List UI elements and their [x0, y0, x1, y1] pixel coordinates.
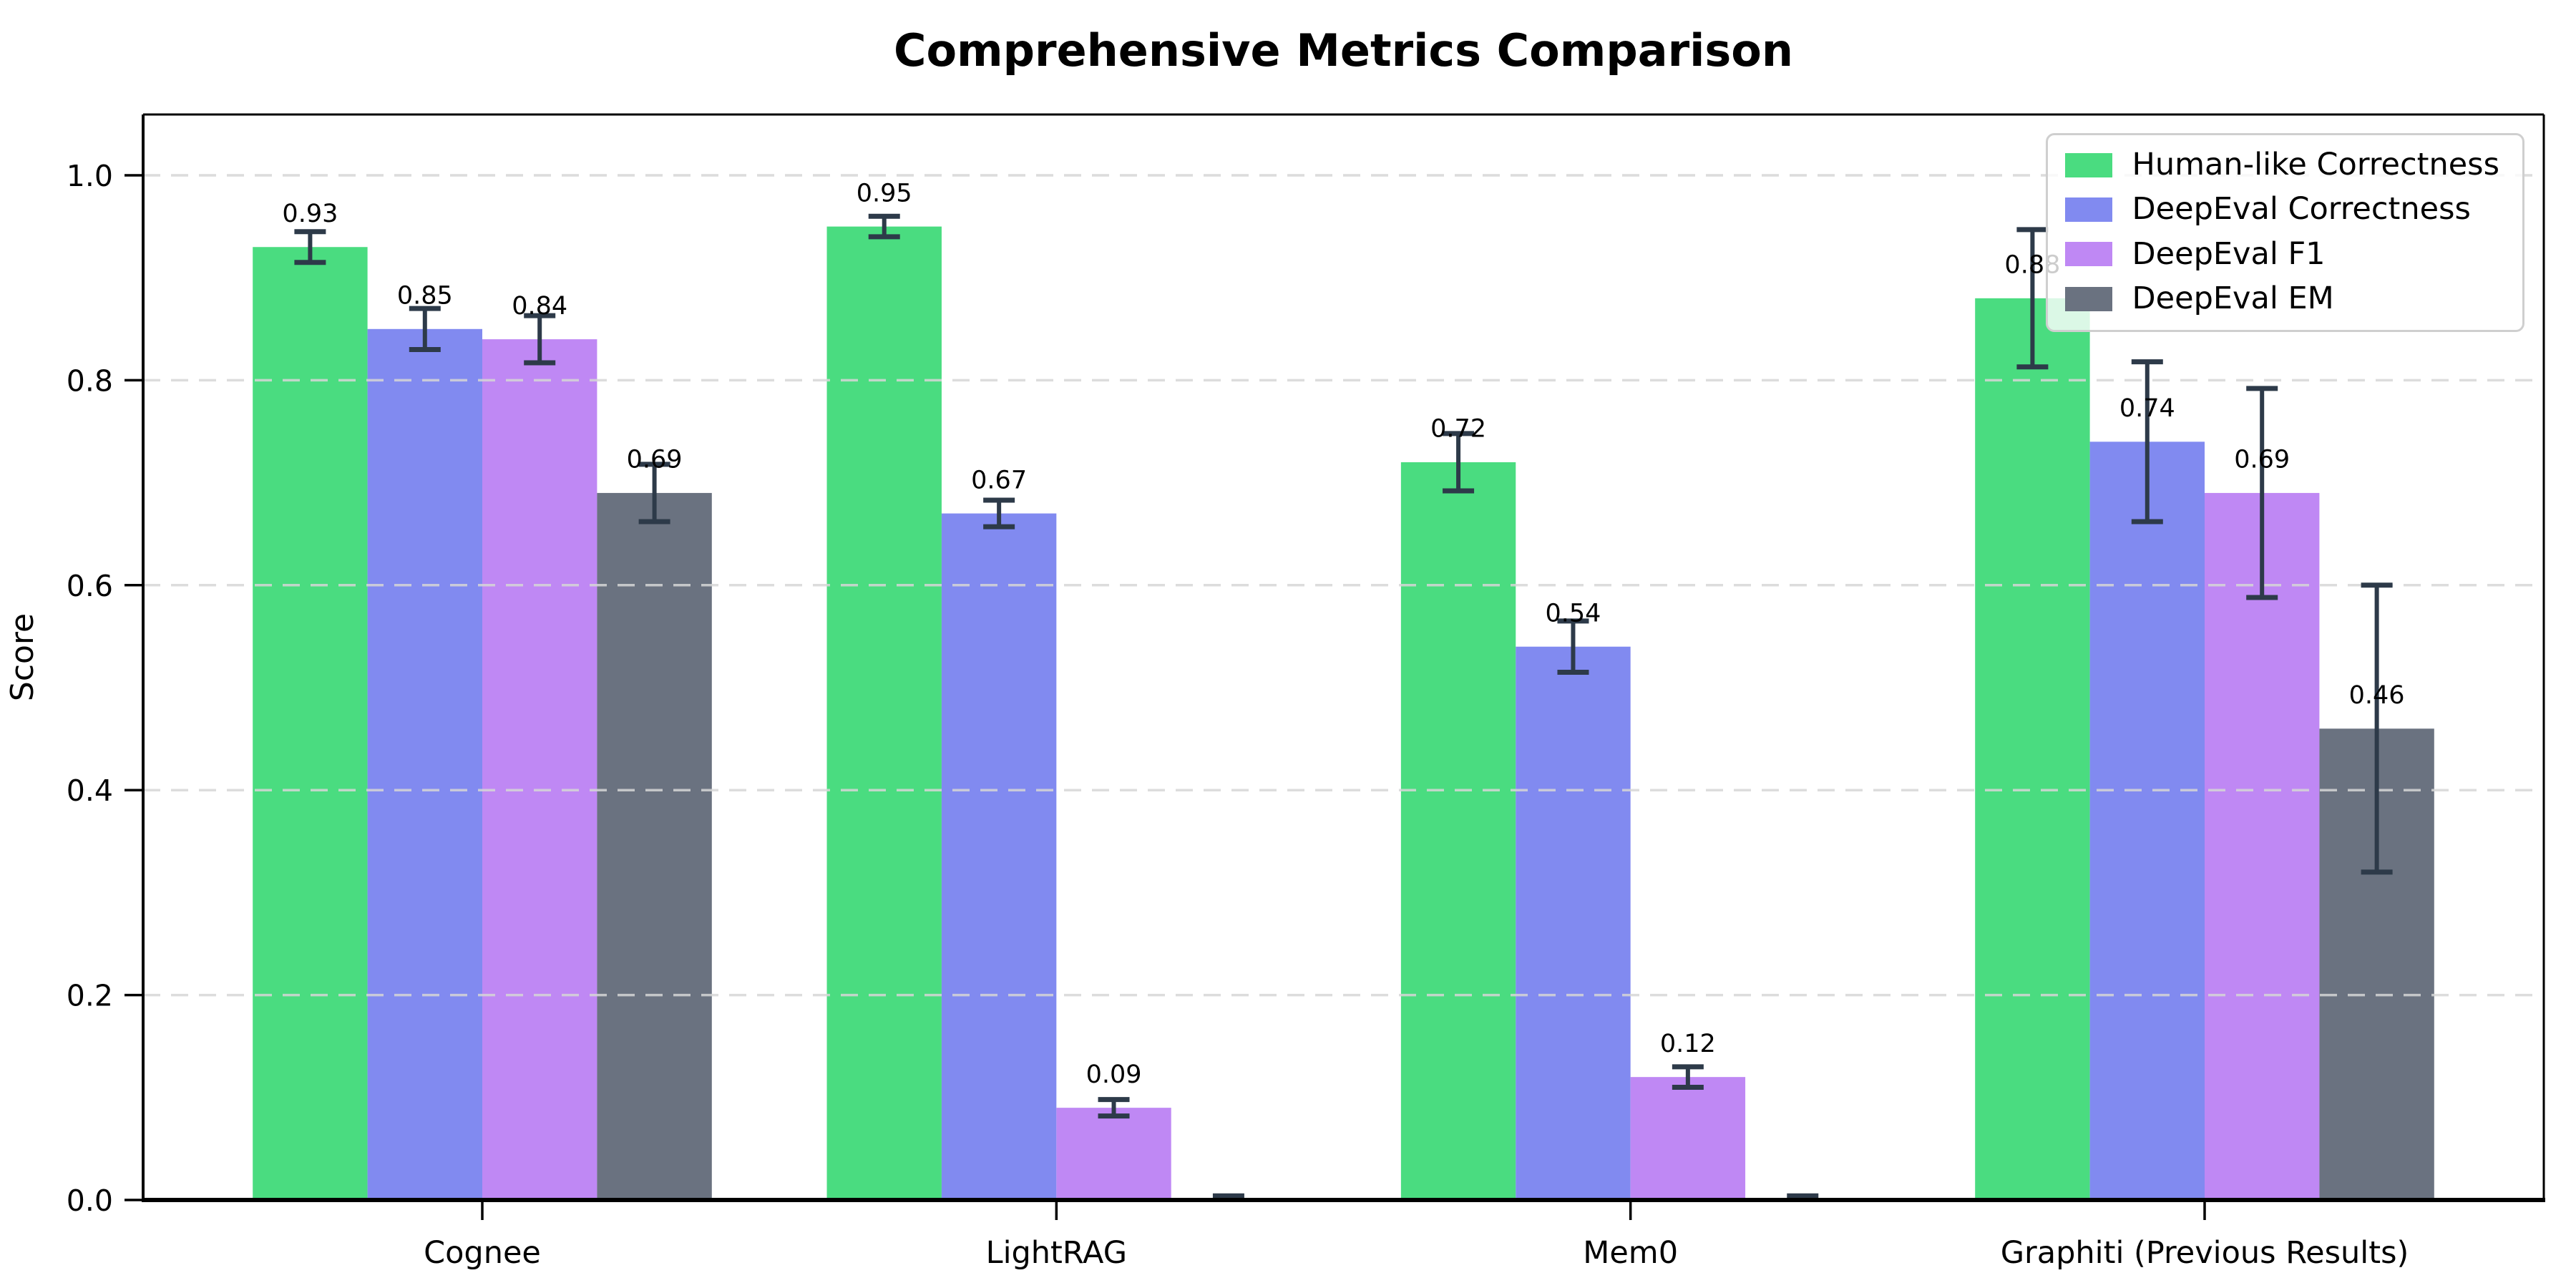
bar-s2-c1: [1056, 1108, 1171, 1200]
value-label-s1-c3: 0.74: [2119, 394, 2175, 423]
errorbar-s2-c1: [1098, 1097, 1130, 1119]
bar-s2-c3: [2205, 492, 2320, 1200]
errorbar-s3-c3: [2361, 582, 2393, 875]
bar-s2-c2: [1630, 1077, 1746, 1200]
value-label-s2-c1: 0.09: [1086, 1060, 1142, 1089]
errorbar-s0-c1: [868, 213, 900, 240]
y-tick-label: 0.6: [67, 569, 113, 603]
legend-label-1: DeepEval Correctness: [2132, 191, 2471, 228]
legend-row-1: DeepEval Correctness: [2064, 191, 2499, 228]
x-tick-label-2: Mem0: [1583, 1235, 1678, 1271]
bar-s0-c0: [253, 247, 368, 1200]
value-labels-group: 0.930.950.720.880.850.670.540.740.840.09…: [282, 179, 2404, 1089]
errorbar-s0-c2: [1443, 431, 1475, 494]
value-label-s0-c0: 0.93: [282, 200, 338, 228]
legend-row-2: DeepEval F1: [2064, 235, 2499, 272]
legend-swatch-icon: [2064, 242, 2112, 267]
errorbar-s1-c2: [1557, 618, 1589, 675]
bars-group: [253, 226, 2434, 1200]
errorbar-s0-c3: [2016, 227, 2049, 370]
bar-s1-c3: [2089, 441, 2205, 1200]
value-label-s0-c2: 0.72: [1430, 415, 1486, 444]
errorbar-s2-c0: [524, 313, 556, 366]
errorbar-s1-c0: [409, 306, 441, 352]
legend: Human-like Correctness DeepEval Correctne…: [2045, 133, 2524, 333]
bar-s1-c1: [941, 513, 1057, 1200]
legend-label-0: Human-like Correctness: [2132, 147, 2499, 182]
errorbar-s0-c0: [294, 229, 326, 265]
errorbar-s1-c3: [2131, 359, 2163, 525]
value-label-s2-c3: 0.69: [2234, 446, 2290, 474]
value-label-s1-c2: 0.54: [1545, 599, 1601, 628]
chart-title: Comprehensive Metrics Comparison: [894, 24, 1793, 77]
y-axis-label: Score: [4, 613, 41, 701]
legend-swatch-icon: [2064, 197, 2112, 222]
legend-swatch-icon: [2064, 152, 2112, 177]
value-label-s2-c0: 0.84: [512, 292, 567, 321]
y-tick-label: 0.0: [67, 1184, 113, 1218]
value-label-s1-c1: 0.67: [971, 466, 1027, 494]
gridlines-group: [143, 174, 2544, 997]
bar-s1-c0: [367, 328, 482, 1200]
value-label-s1-c0: 0.85: [397, 282, 453, 311]
bar-s0-c1: [826, 226, 942, 1200]
x-tick-label-3: Graphiti (Previous Results): [2001, 1235, 2409, 1271]
y-tick-label: 1.0: [67, 159, 113, 193]
value-label-s3-c0: 0.69: [627, 446, 683, 474]
errorbar-s3-c0: [638, 462, 670, 525]
bar-s0-c2: [1400, 462, 1516, 1200]
legend-row-3: DeepEval EM: [2064, 280, 2499, 316]
y-tick-label: 0.8: [67, 364, 113, 398]
legend-label-3: DeepEval EM: [2132, 280, 2334, 316]
axes-group: 0.0 0.2 0.4 0.6 0.8 1.0 Cognee LightRAG Mem0 Grap…: [67, 113, 2545, 1271]
errorbar-s1-c1: [983, 497, 1015, 530]
errorbars-group: [294, 213, 2393, 1200]
x-tick-label-0: Cognee: [424, 1235, 541, 1271]
errorbar-s2-c3: [2246, 386, 2278, 600]
value-label-s2-c2: 0.12: [1660, 1030, 1716, 1058]
legend-row-0: Human-like Correctness: [2064, 147, 2499, 182]
bar-s2-c0: [482, 339, 597, 1200]
x-tick-label-1: LightRAG: [986, 1235, 1127, 1271]
value-label-s3-c3: 0.46: [2349, 681, 2405, 710]
y-tick-label: 0.4: [67, 774, 113, 808]
legend-swatch-icon: [2064, 286, 2112, 311]
errorbar-s3-c1: [1212, 1193, 1244, 1200]
y-tick-label: 0.2: [67, 979, 113, 1013]
bar-s0-c3: [1975, 298, 2090, 1200]
bar-s3-c0: [597, 492, 712, 1200]
errorbar-s2-c2: [1672, 1064, 1704, 1090]
legend-label-2: DeepEval F1: [2132, 235, 2326, 272]
errorbar-s3-c2: [1787, 1193, 1819, 1200]
value-label-s0-c1: 0.95: [857, 179, 912, 208]
bar-s1-c2: [1516, 646, 1631, 1200]
